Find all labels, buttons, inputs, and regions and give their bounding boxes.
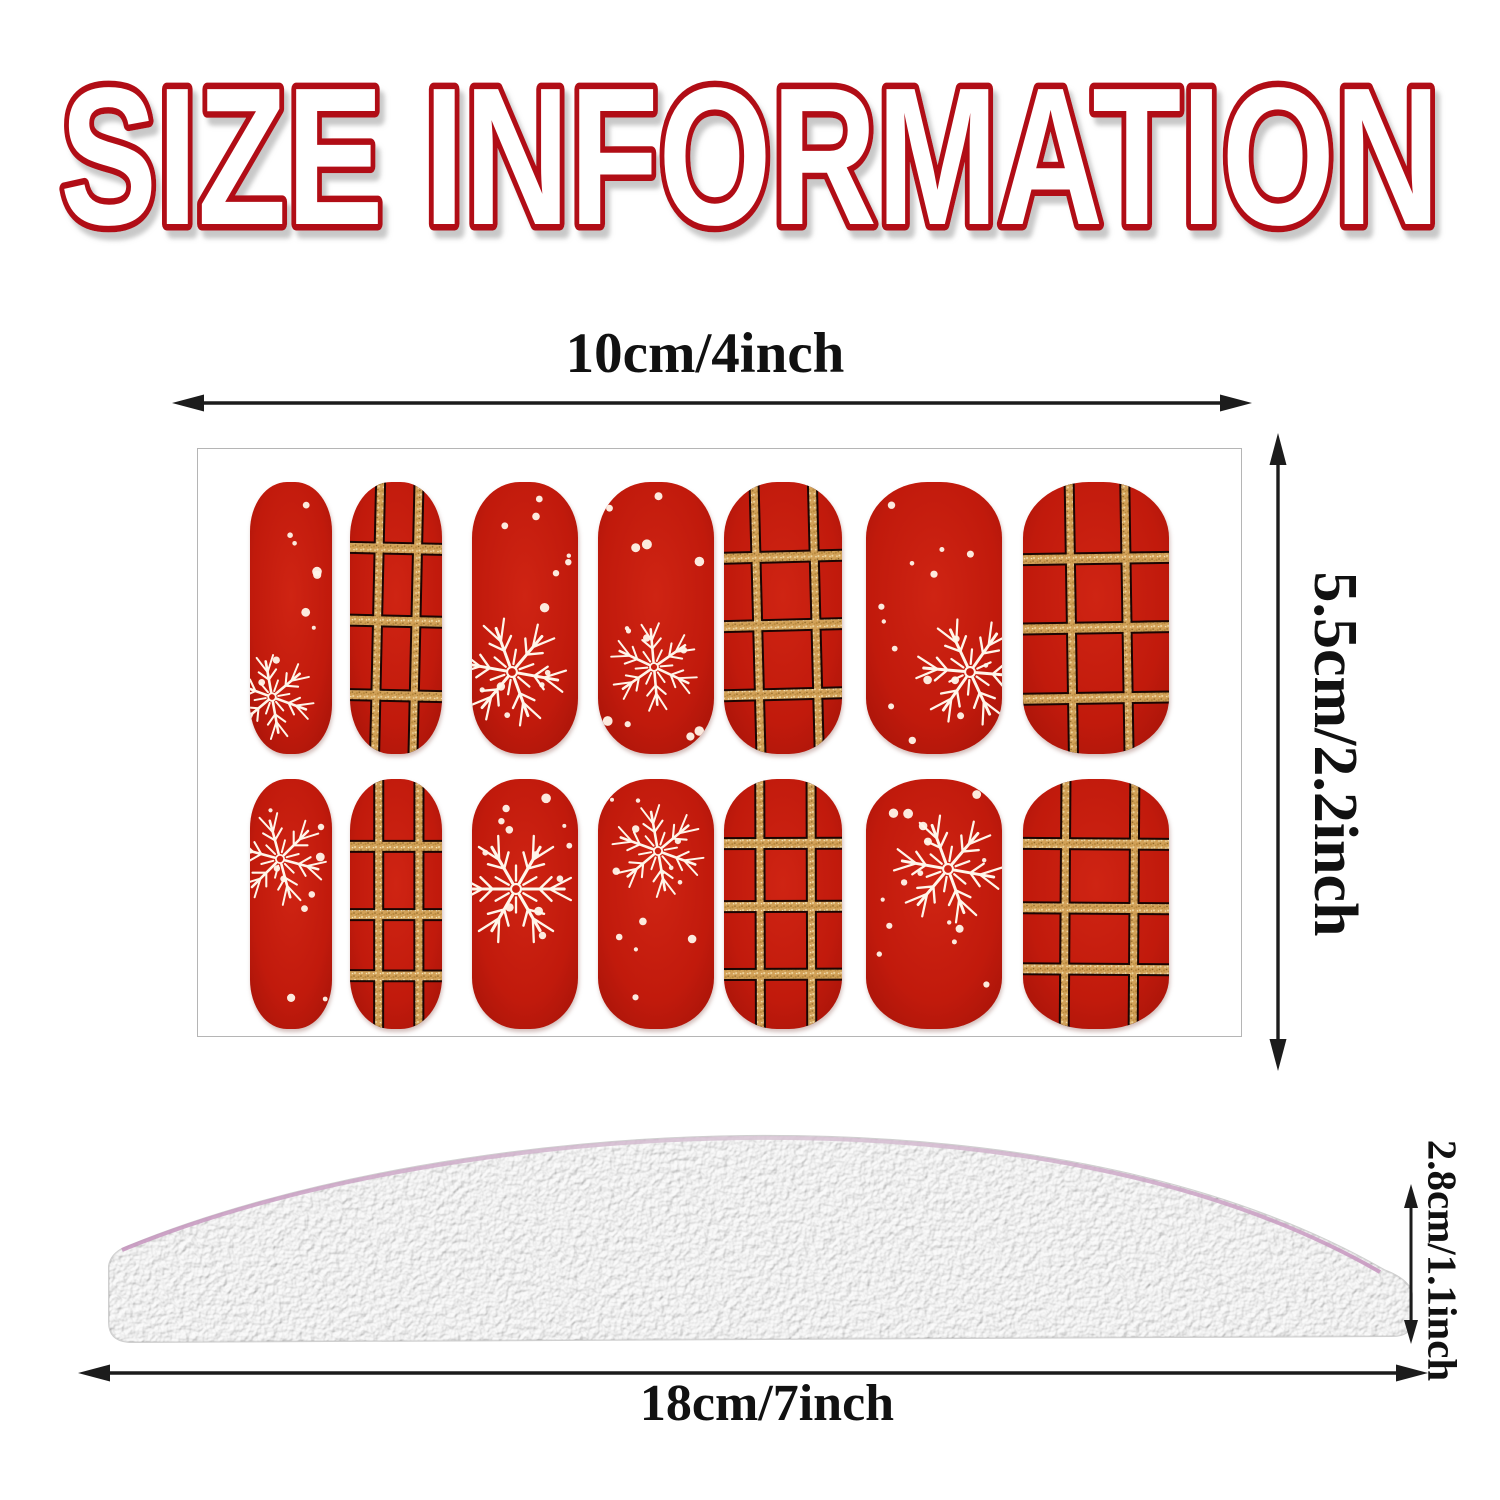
title-text: SIZE INFORMATION: [60, 52, 1440, 266]
nail-sticker-plaid: [350, 779, 442, 1029]
nail-sticker-snowflake: [598, 779, 714, 1029]
nail-sticker-snowflake: [250, 779, 332, 1029]
nail-file-edge-line: [121, 1135, 1381, 1274]
sheet-height-label: 5.5cm/2.2inch: [1301, 571, 1369, 937]
sticker-sheet-card: [197, 448, 1242, 1037]
nail-sticker-plaid: [1023, 779, 1169, 1029]
file-height-arrow: [1404, 1184, 1418, 1344]
nail-sticker-plaid: [1023, 482, 1169, 754]
nail-sticker-plaid: [724, 779, 842, 1029]
nail-sticker-snowflake: [866, 779, 1002, 1029]
nail-sticker-snowflake: [598, 482, 714, 754]
file-height-label: 2.8cm/1.1inch: [1419, 1139, 1466, 1382]
nail-sticker-snowflake: [250, 482, 332, 754]
sheet-width-label: 10cm/4inch: [565, 322, 845, 385]
nail-file: [108, 1134, 1413, 1344]
nail-sticker-plaid: [724, 482, 842, 754]
title-banner: SIZE INFORMATION: [54, 52, 1447, 272]
nail-sticker-snowflake: [866, 482, 1002, 754]
file-length-arrow: [78, 1364, 1428, 1382]
sheet-width-arrow: [172, 394, 1252, 412]
nail-sticker-plaid: [350, 482, 442, 754]
file-length-label: 18cm/7inch: [639, 1375, 895, 1432]
nail-file-texture: [109, 1135, 1412, 1342]
nail-sticker-snowflake: [472, 779, 578, 1029]
nail-sticker-snowflake: [472, 482, 578, 754]
sheet-height-arrow: [1269, 433, 1287, 1071]
